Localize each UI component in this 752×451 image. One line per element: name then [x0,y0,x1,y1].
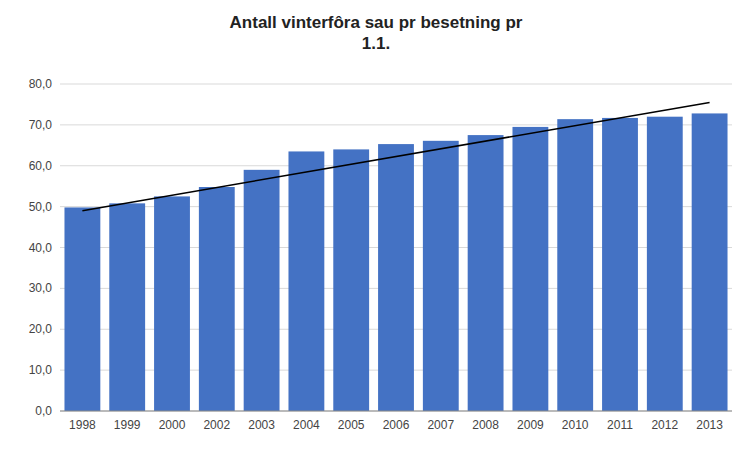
grid-line [60,84,732,85]
bar [333,149,369,411]
bar [244,170,280,411]
x-tick-label: 2005 [338,418,365,432]
y-tick-label: 50,0 [29,200,53,214]
x-tick-label: 2009 [517,418,544,432]
plot-area [64,102,727,411]
x-tick-label: 2011 [607,418,633,432]
x-tick-label: 2013 [696,418,723,432]
bar [109,203,145,411]
bar [512,127,548,411]
y-tick-label: 80,0 [29,77,53,91]
x-tick-label: 2003 [248,418,275,432]
bar [423,141,459,411]
x-tick-label: 2000 [159,418,186,432]
y-tick-label: 40,0 [29,241,53,255]
title: Antall vinterfôra sau pr besetning pr1.1… [230,13,523,53]
x-tick-label: 2010 [562,418,589,432]
trend-line [82,102,709,210]
y-tick-label: 10,0 [29,363,53,377]
y-tick-label: 0,0 [35,404,52,418]
x-tick-label: 1999 [114,418,141,432]
y-tick-label: 20,0 [29,322,53,336]
grid-line [60,411,732,412]
bar [557,119,593,411]
x-tick-label: 1998 [69,418,96,432]
bar [288,151,324,411]
bar [199,187,235,411]
y-tick-label: 60,0 [29,159,53,173]
bar [154,196,190,411]
y-axis: 0,0 10,0 20,0 30,0 40,0 50,0 60,0 70,0 80,0 [29,77,732,418]
bar [692,113,728,411]
x-tick-label: 2008 [472,418,499,432]
bar [378,144,414,411]
bar [468,135,504,411]
x-axis: 1998 1999 2000 2002 2003 2004 2005 2006 2007 2008… [60,411,732,432]
chart: Antall vinterfôra sau pr besetning pr1.1… [0,0,752,451]
bar [647,117,683,411]
bar [602,118,638,411]
y-tick-label: 30,0 [29,281,53,295]
x-axis-line [60,411,732,412]
x-tick-label: 2007 [427,418,454,432]
x-tick-label: 2012 [651,418,678,432]
x-tick-label: 2002 [203,418,230,432]
bar [64,207,100,411]
y-tick-label: 70,0 [29,118,53,132]
x-tick-label: 2006 [383,418,410,432]
x-tick-label: 2004 [293,418,320,432]
